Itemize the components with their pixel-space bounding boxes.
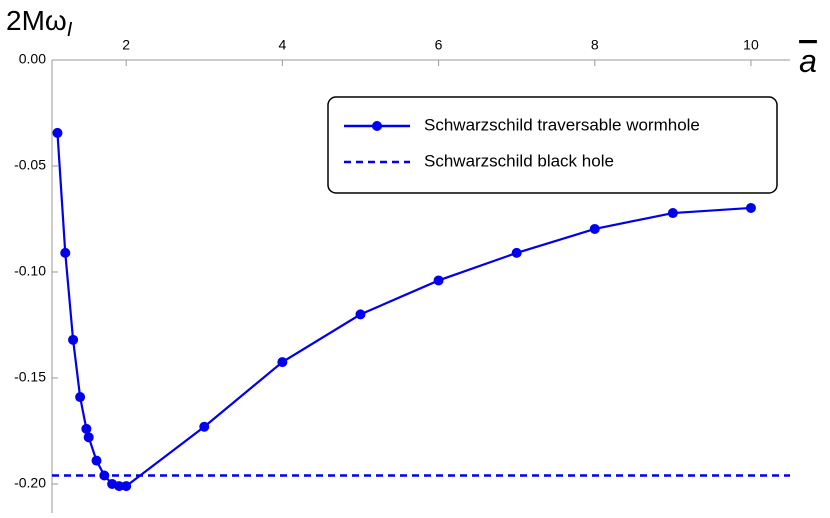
y-tick-label: -0.15	[14, 369, 46, 385]
y-tick-label: -0.20	[14, 475, 46, 491]
y-tick-label: -0.10	[14, 263, 46, 279]
data-point	[511, 247, 522, 258]
x-tick-label: 4	[278, 37, 286, 53]
y-tick-label: -0.05	[14, 157, 46, 173]
data-point	[355, 309, 366, 320]
data-point	[75, 392, 86, 403]
x-tick-label: 10	[743, 37, 759, 53]
data-point	[81, 423, 92, 434]
data-point	[114, 481, 125, 492]
y-label-text: 2Mω	[6, 5, 67, 36]
x-axis-label: a	[799, 43, 817, 79]
data-point	[60, 247, 71, 258]
data-point	[433, 275, 444, 286]
data-point	[91, 455, 102, 466]
y-tick-label: 0.00	[19, 51, 46, 67]
data-point	[745, 202, 756, 213]
x-tick-label: 6	[435, 37, 443, 53]
data-point	[277, 357, 288, 368]
data-point	[199, 421, 210, 432]
x-tick-label: 2	[122, 37, 130, 53]
legend-box	[327, 96, 778, 194]
legend-label: Schwarzschild black hole	[424, 151, 614, 170]
data-point	[52, 127, 63, 138]
y-axis-label: 2MωI	[6, 5, 73, 41]
x-tick-label: 8	[591, 37, 599, 53]
data-point	[589, 223, 600, 234]
data-point	[68, 334, 79, 345]
data-point	[121, 481, 132, 492]
legend-marker	[372, 121, 382, 131]
data-point	[667, 208, 678, 219]
legend-label: Schwarzschild traversable wormhole	[424, 115, 700, 134]
y-label-sub: I	[67, 19, 73, 41]
data-point	[83, 432, 94, 443]
